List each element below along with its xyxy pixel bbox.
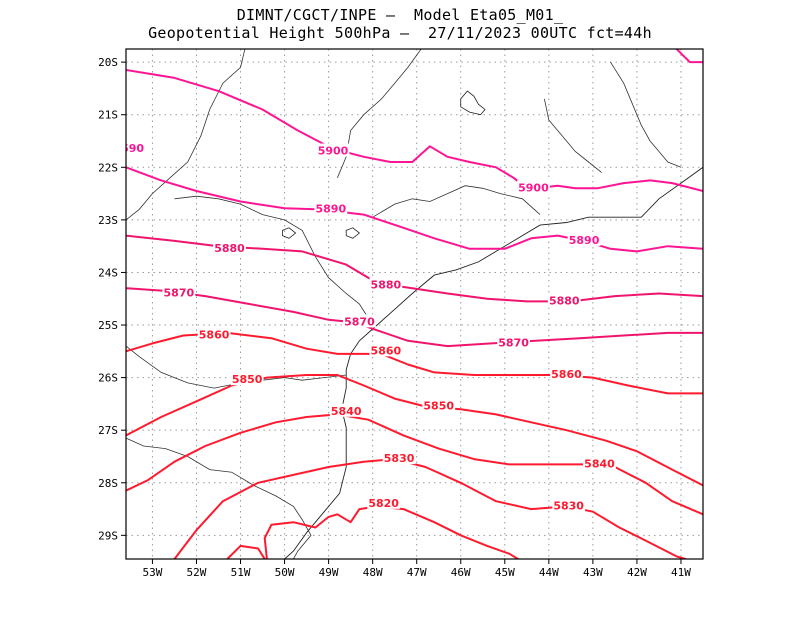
state-boundary — [174, 195, 374, 326]
contour-5900 — [534, 179, 703, 192]
contour-label-bg — [382, 451, 416, 465]
contour-label: 5890 — [316, 202, 347, 215]
contour-label-bg — [422, 398, 456, 412]
lon-tick-label: 43W — [583, 566, 603, 579]
contour-label-bg — [517, 180, 550, 194]
contour-label: 5900 — [518, 181, 549, 194]
state-boundary — [372, 185, 541, 218]
contour-label: 5870 — [498, 336, 529, 349]
contour-label-bg — [329, 403, 363, 417]
state-boundary — [126, 49, 246, 221]
contour-labels: 5900 5900 590 5890 5890 5880 5880 5880 5870 5870 5… — [121, 140, 616, 512]
contour-label-bg — [316, 143, 350, 157]
contour-label-bg — [162, 285, 196, 299]
contour-label-bg — [547, 293, 581, 307]
contour-label-bg — [552, 498, 586, 512]
lat-tick-label: 20S — [98, 56, 118, 69]
contour-5870 — [126, 287, 703, 348]
contour-label: 5820 — [368, 497, 399, 510]
contour-5810 — [226, 544, 266, 559]
contour-label: 5850 — [232, 373, 263, 386]
lon-tick-label: 42W — [627, 566, 647, 579]
contour-label-bg — [550, 366, 583, 380]
map-background — [126, 49, 703, 559]
lon-tick-label: 48W — [363, 566, 383, 579]
contour-5820 — [263, 505, 519, 559]
contour-label: 5860 — [371, 344, 402, 357]
lat-tick-label: 24S — [98, 266, 118, 279]
lon-tick-label: 50W — [275, 566, 295, 579]
contour-label: 5880 — [214, 242, 245, 255]
lat-tick-label: 25S — [98, 319, 118, 332]
contour-label: 5860 — [199, 329, 230, 342]
contour-label: 5850 — [423, 400, 454, 413]
lat-tick-label: 22S — [98, 161, 118, 174]
lat-tick-label: 26S — [98, 372, 118, 385]
lat-tick-label: 23S — [98, 214, 118, 227]
lake-outline — [345, 227, 361, 239]
contour-label: 5860 — [551, 368, 582, 381]
lon-tick-label: 44W — [539, 566, 559, 579]
contour-label-bg — [497, 335, 531, 349]
contour-label-bg — [583, 456, 616, 470]
contour-label: 5830 — [384, 452, 415, 465]
lake-outline — [460, 90, 486, 116]
contour-label: 5840 — [584, 457, 615, 470]
lon-tick-label: 46W — [451, 566, 471, 579]
title-line-1: DIMNT/CGCT/INPE – Model Eta05_M01_ — [236, 6, 564, 24]
contour-label-bg — [314, 201, 348, 215]
lon-tick-label: 45W — [495, 566, 515, 579]
contour-5850 — [126, 374, 703, 487]
contour-label-bg — [230, 372, 264, 386]
contour-label-bg — [197, 327, 231, 341]
contour-label-bg — [126, 140, 146, 154]
contour-label-bg — [369, 277, 403, 291]
contour-label-bg — [213, 240, 246, 254]
axis-ticks: 53W 52W 51W 50W 49W 48W 47W 46W 45W 44W 43W 42W 41W 2… — [98, 56, 691, 579]
contour-5900 — [675, 49, 703, 64]
state-boundary — [544, 98, 602, 173]
lon-tick-label: 41W — [671, 566, 691, 579]
lat-tick-label: 27S — [98, 424, 118, 437]
contour-label: 5890 — [569, 234, 600, 247]
contour-label: 5870 — [344, 315, 375, 328]
contour-label-bg — [367, 495, 401, 509]
contour-label: 5840 — [331, 405, 362, 418]
contour-label: 5900 — [318, 145, 349, 158]
contour-label: 5830 — [553, 499, 584, 512]
lat-tick-label: 29S — [98, 529, 118, 542]
contour-label: 5870 — [164, 286, 195, 299]
contour-5900 — [126, 69, 528, 190]
coastline — [284, 166, 703, 559]
lat-tick-label: 21S — [98, 109, 118, 122]
map-frame — [125, 48, 704, 560]
contour-label-bg — [369, 343, 403, 357]
lat-tick-label: 28S — [98, 477, 118, 490]
title-line-2: Geopotential Height 500hPa – 27/11/2023 … — [148, 24, 652, 42]
lon-tick-label: 49W — [319, 566, 339, 579]
lon-tick-label: 52W — [187, 566, 207, 579]
contour-label: 590 — [121, 142, 144, 155]
contour-5830 — [173, 458, 687, 559]
contour-label: 5880 — [549, 294, 580, 307]
state-boundary — [610, 61, 682, 168]
contour-label-bg — [567, 232, 601, 246]
contour-label-bg — [343, 314, 376, 328]
lake-outline — [282, 227, 297, 239]
lon-tick-label: 51W — [231, 566, 251, 579]
lon-tick-label: 47W — [407, 566, 427, 579]
contour-5890 — [126, 166, 703, 253]
contour-label: 5880 — [371, 279, 402, 292]
lon-tick-label: 53W — [142, 566, 162, 579]
